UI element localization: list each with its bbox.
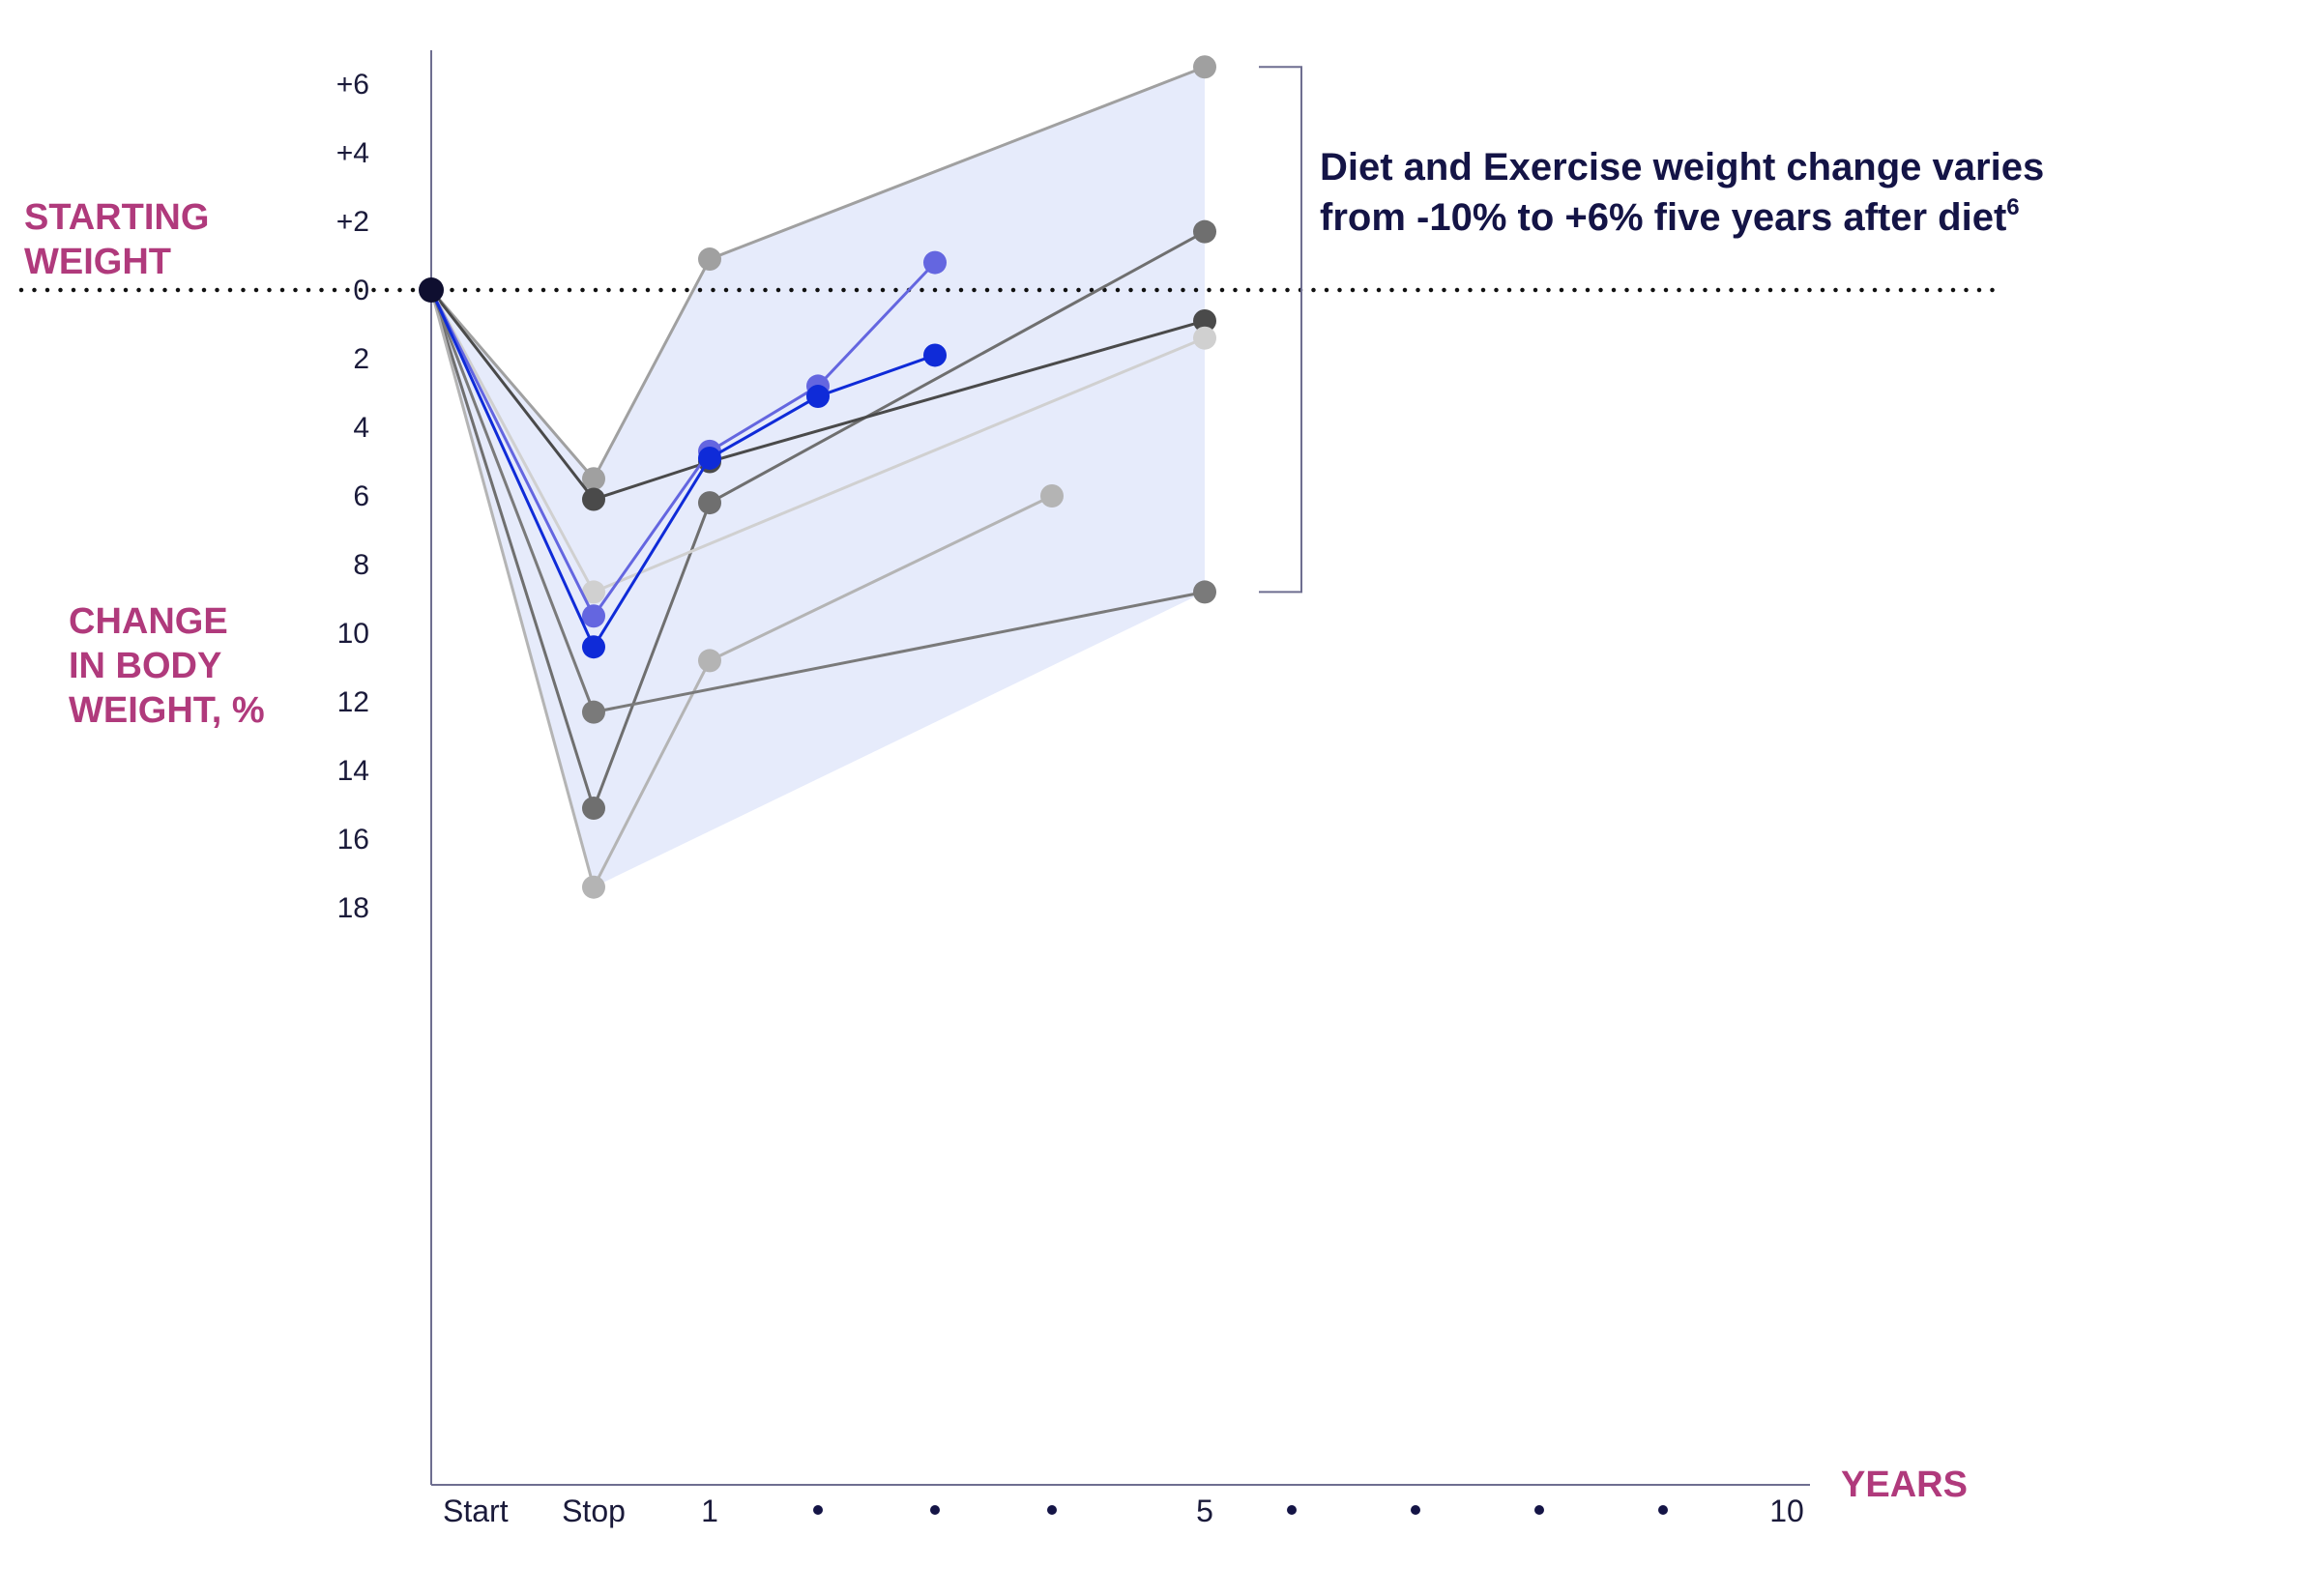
y-tick-label: +6 xyxy=(336,69,369,101)
x-tick-dot xyxy=(1658,1505,1668,1515)
series-point xyxy=(582,875,605,899)
range-band-layer xyxy=(431,67,1205,887)
series-point xyxy=(923,250,947,275)
series-point xyxy=(1040,484,1064,508)
x-tick-label: Stop xyxy=(562,1494,626,1528)
series-point xyxy=(582,604,605,628)
x-axis-label: YEARS xyxy=(1841,1465,1968,1505)
y-tick-label: 14 xyxy=(337,755,369,787)
y-tick-label: 6 xyxy=(353,480,369,512)
series-8 xyxy=(429,289,947,659)
annotation-line-2: from -10% to +6% five years after diet6 xyxy=(1320,194,2020,239)
series-6 xyxy=(429,289,1216,724)
annotation-line-2-text: from -10% to +6% five years after diet xyxy=(1320,196,2006,239)
x-tick-dot xyxy=(1534,1505,1544,1515)
y-tick-label: 10 xyxy=(337,618,369,650)
x-tick-dot xyxy=(1047,1505,1057,1515)
y-tick-label: 2 xyxy=(353,343,369,375)
series-point xyxy=(1193,219,1216,244)
series-point xyxy=(806,385,830,409)
series-point xyxy=(923,343,947,367)
series-point xyxy=(582,580,605,604)
x-tick-dot xyxy=(1287,1505,1297,1515)
y-tick-label: 16 xyxy=(337,824,369,856)
x-tick-dot xyxy=(1411,1505,1420,1515)
y-tick-label: 12 xyxy=(337,686,369,718)
series-point xyxy=(698,446,721,470)
series-point xyxy=(1193,55,1216,79)
annotation-line-1: Diet and Exercise weight change varies xyxy=(1320,146,2044,189)
y-tick-label: +2 xyxy=(336,206,369,238)
starting-weight-label-line-2: WEIGHT xyxy=(24,242,171,282)
series-point xyxy=(582,487,605,511)
series-line xyxy=(429,230,1206,813)
y-tick-label: +4 xyxy=(336,137,369,169)
series-point xyxy=(582,700,605,724)
series-line xyxy=(429,289,1206,502)
x-tick-label: 1 xyxy=(701,1494,718,1528)
range-band xyxy=(431,67,1205,887)
series-1 xyxy=(429,55,1216,491)
annotation-superscript: 6 xyxy=(2006,194,2019,220)
origin-point xyxy=(419,277,444,303)
series-point xyxy=(698,649,721,673)
x-tick-dot xyxy=(813,1505,823,1515)
series-point xyxy=(582,467,605,491)
x-tick-label: Start xyxy=(443,1494,509,1528)
series-point xyxy=(698,247,721,272)
series-point xyxy=(582,797,605,821)
series-point xyxy=(698,491,721,515)
series-line xyxy=(429,65,1206,481)
series-5 xyxy=(429,289,1064,899)
x-tick-dot xyxy=(930,1505,940,1515)
series-point xyxy=(1193,580,1216,604)
series-layer xyxy=(419,55,1302,899)
y-tick-label: 18 xyxy=(337,892,369,924)
y-tick-label: 8 xyxy=(353,549,369,581)
y-axis-label-line-1: CHANGE xyxy=(69,601,228,642)
x-tick-label: 10 xyxy=(1769,1494,1804,1528)
series-2 xyxy=(429,219,1216,821)
series-line xyxy=(429,289,1053,891)
series-4 xyxy=(429,289,1216,604)
labels-layer: STARTING WEIGHT CHANGE IN BODY WEIGHT, %… xyxy=(24,146,2044,1505)
starting-weight-label-line-1: STARTING xyxy=(24,197,209,238)
series-point xyxy=(582,635,605,659)
series-point xyxy=(1193,326,1216,350)
y-axis-label-line-3: WEIGHT, % xyxy=(69,690,265,731)
range-bracket xyxy=(1259,66,1302,594)
series-point xyxy=(1193,308,1216,333)
y-tick-label: 4 xyxy=(353,412,369,444)
x-tick-label: 5 xyxy=(1196,1494,1213,1528)
y-axis-label-line-2: IN BODY xyxy=(69,646,221,686)
